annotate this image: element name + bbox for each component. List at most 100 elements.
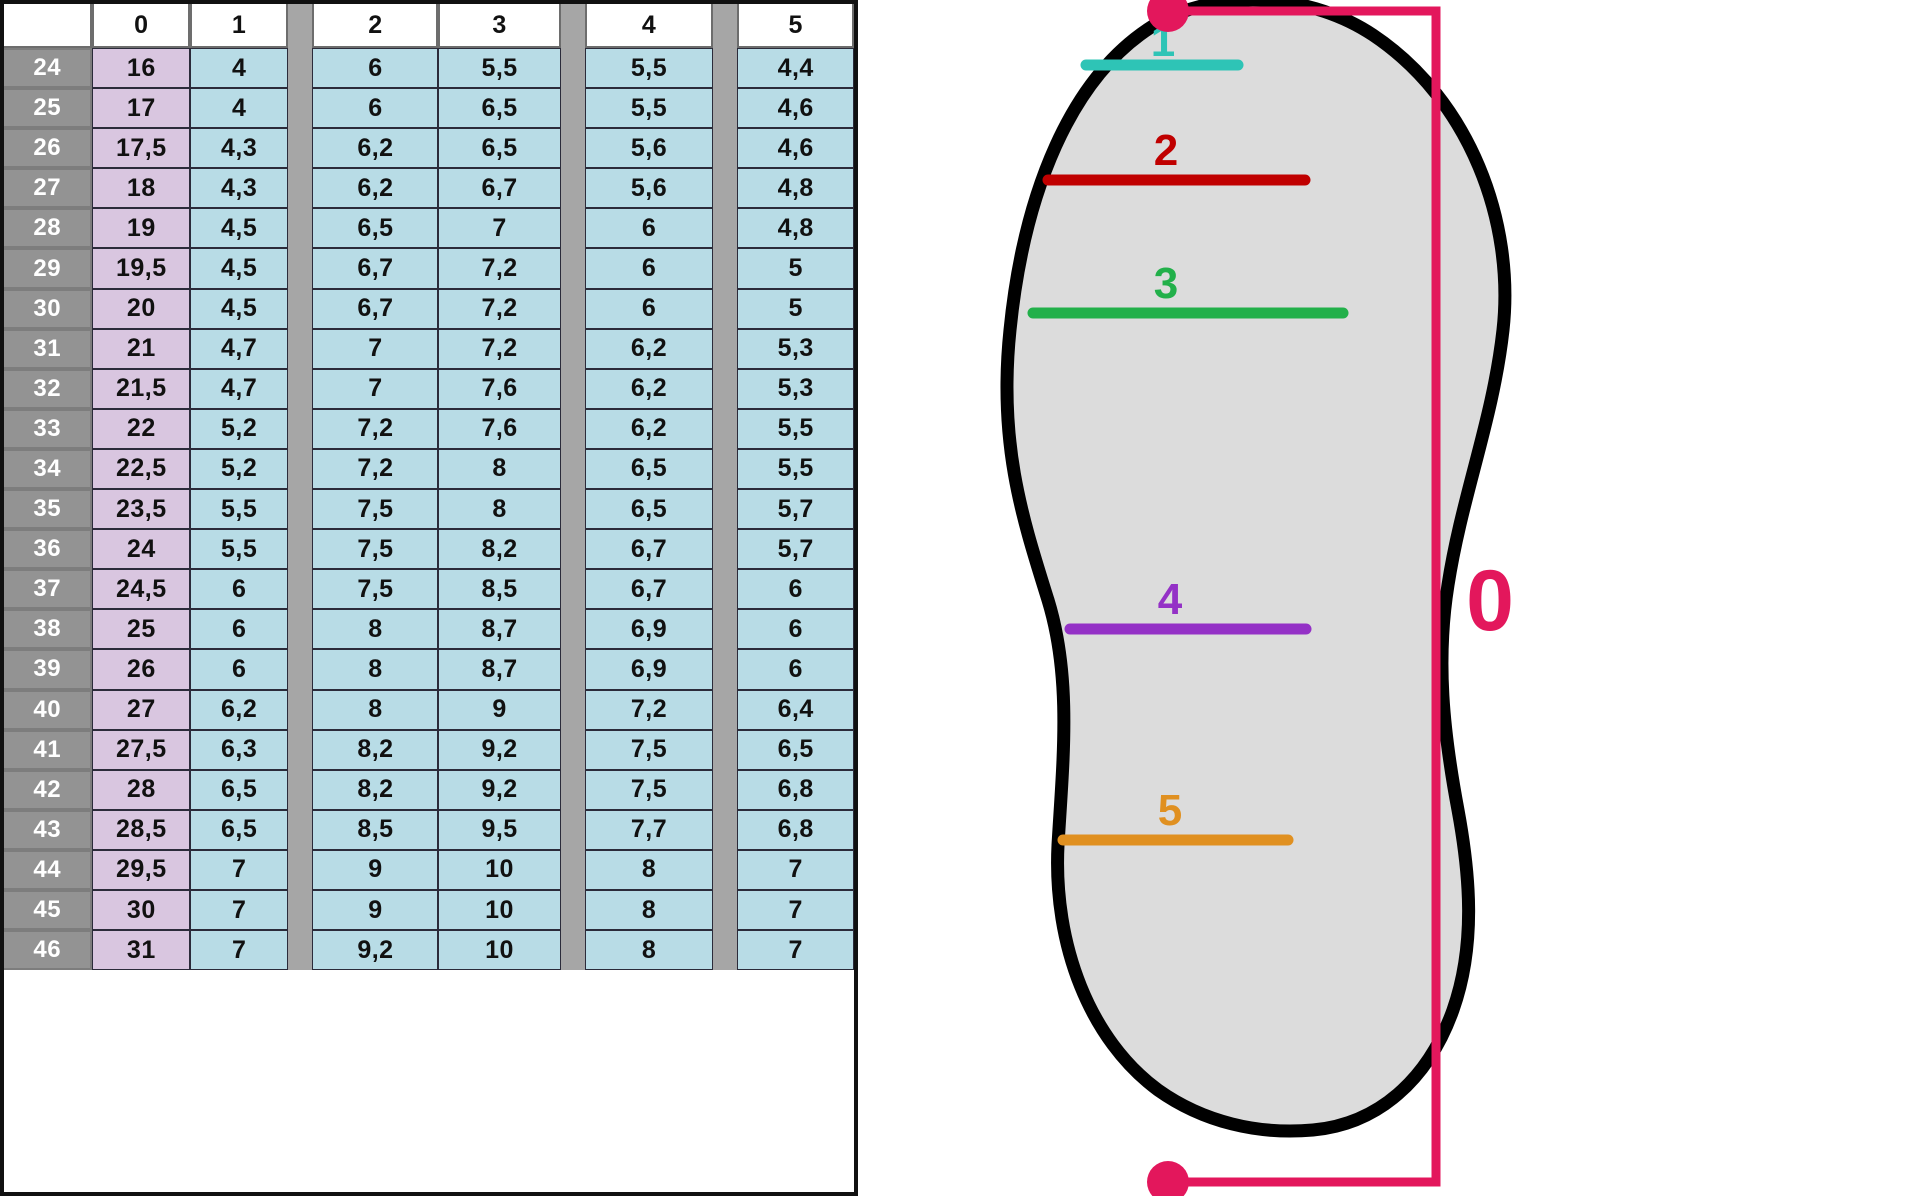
- table-cell: 4,5: [190, 248, 289, 289]
- row-label-size: 32: [4, 368, 93, 409]
- table-cell: 8,5: [312, 809, 439, 850]
- column-separator: [560, 889, 586, 931]
- table-cell: 8: [438, 448, 561, 490]
- table-cell: 4,8: [737, 168, 854, 209]
- table-row: 24 16 4 6 5,5 5,5 4,4: [4, 48, 854, 89]
- table-cell: 22,5: [92, 448, 191, 490]
- table-cell: 4,5: [190, 288, 289, 329]
- column-separator: [712, 649, 738, 690]
- table-cell: 4,5: [190, 208, 289, 249]
- table-row: 44 29,5 7 9 10 8 7: [4, 849, 854, 890]
- table-cell: 17,5: [92, 128, 191, 169]
- table-cell: 28,5: [92, 809, 191, 850]
- column-separator: [560, 208, 586, 249]
- table-cell: 6,9: [585, 649, 713, 690]
- table-cell: 7,7: [585, 809, 713, 850]
- table-cell: 6,8: [737, 769, 854, 810]
- column-separator: [288, 248, 313, 289]
- table-cell: 4,7: [190, 368, 289, 409]
- table-cell: 16: [92, 48, 191, 89]
- column-separator: [712, 208, 738, 249]
- table-row: 37 24,5 6 7,5 8,5 6,7 6: [4, 569, 854, 610]
- table-cell: 10: [438, 889, 561, 931]
- table-cell: 6: [312, 48, 439, 89]
- column-separator: [560, 489, 586, 530]
- table-cell: 5: [737, 288, 854, 329]
- table-cell: 6,5: [438, 128, 561, 169]
- column-separator: [288, 368, 313, 409]
- row-label-size: 42: [4, 769, 93, 810]
- column-separator: [560, 529, 586, 570]
- column-separator: [712, 368, 738, 409]
- table-cell: 8,7: [438, 609, 561, 650]
- row-label-size: 31: [4, 328, 93, 369]
- column-separator: [288, 809, 313, 850]
- table-cell: 8,5: [438, 569, 561, 610]
- table-cell: 20: [92, 288, 191, 329]
- table-row: 40 27 6,2 8 9 7,2 6,4: [4, 689, 854, 730]
- table-cell: 10: [438, 930, 561, 971]
- column-separator: [288, 569, 313, 610]
- table-cell: 7,2: [438, 288, 561, 329]
- table-row: 42 28 6,5 8,2 9,2 7,5 6,8: [4, 769, 854, 810]
- measurement-label-2: 2: [1154, 126, 1178, 175]
- table-cell: 22: [92, 408, 191, 449]
- column-separator: [712, 930, 738, 971]
- table-cell: 9,2: [438, 729, 561, 770]
- column-separator: [288, 529, 313, 570]
- column-separator: [288, 448, 313, 490]
- shoe-sole-diagram: 1 2 3 4 5 0: [858, 0, 1920, 1196]
- table-cell: 7: [438, 208, 561, 249]
- column-separator: [560, 649, 586, 690]
- table-cell: 5,5: [737, 448, 854, 490]
- header-cell-2: 2: [312, 4, 439, 48]
- table-cell: 27: [92, 689, 191, 730]
- column-separator: [560, 128, 586, 169]
- table-cell: 8: [438, 489, 561, 530]
- table-cell: 6,7: [438, 168, 561, 209]
- table-cell: 25: [92, 609, 191, 650]
- column-separator: [712, 889, 738, 931]
- table-row: 34 22,5 5,2 7,2 8 6,5 5,5: [4, 448, 854, 490]
- table-cell: 5,5: [438, 48, 561, 89]
- row-label-size: 45: [4, 889, 93, 931]
- table-cell: 5,6: [585, 168, 713, 209]
- table-cell: 21,5: [92, 368, 191, 409]
- table-cell: 5,7: [737, 489, 854, 530]
- column-separator: [712, 769, 738, 810]
- table-cell: 4: [190, 48, 289, 89]
- table-header-row: 0 1 2 3 4 5: [4, 4, 854, 48]
- table-cell: 5,5: [585, 48, 713, 89]
- length-endpoint-top: [1147, 0, 1189, 32]
- column-separator: [712, 529, 738, 570]
- column-separator: [288, 689, 313, 730]
- table-cell: 5,2: [190, 448, 289, 490]
- table-cell: 6: [190, 569, 289, 610]
- table-cell: 9,2: [438, 769, 561, 810]
- table-cell: 8,2: [312, 729, 439, 770]
- table-cell: 5: [737, 248, 854, 289]
- table-cell: 6,2: [585, 328, 713, 369]
- column-separator: [560, 48, 586, 89]
- column-separator: [288, 408, 313, 449]
- table-cell: 7: [190, 889, 289, 931]
- column-separator: [560, 609, 586, 650]
- column-separator: [288, 489, 313, 530]
- row-label-size: 46: [4, 930, 93, 971]
- row-label-size: 41: [4, 729, 93, 770]
- header-cell-4: 4: [585, 4, 713, 48]
- row-label-size: 44: [4, 849, 93, 890]
- table-cell: 6,2: [585, 368, 713, 409]
- length-label: 0: [1466, 553, 1514, 649]
- column-separator: [288, 128, 313, 169]
- table-cell: 5,5: [190, 489, 289, 530]
- table-cell: 6,8: [737, 809, 854, 850]
- table-row: 45 30 7 9 10 8 7: [4, 889, 854, 931]
- table-cell: 6: [585, 288, 713, 329]
- table-cell: 8: [312, 649, 439, 690]
- table-row: 26 17,5 4,3 6,2 6,5 5,6 4,6: [4, 128, 854, 169]
- table-cell: 8: [312, 609, 439, 650]
- column-separator: [288, 649, 313, 690]
- table-cell: 7,2: [585, 689, 713, 730]
- column-separator: [712, 489, 738, 530]
